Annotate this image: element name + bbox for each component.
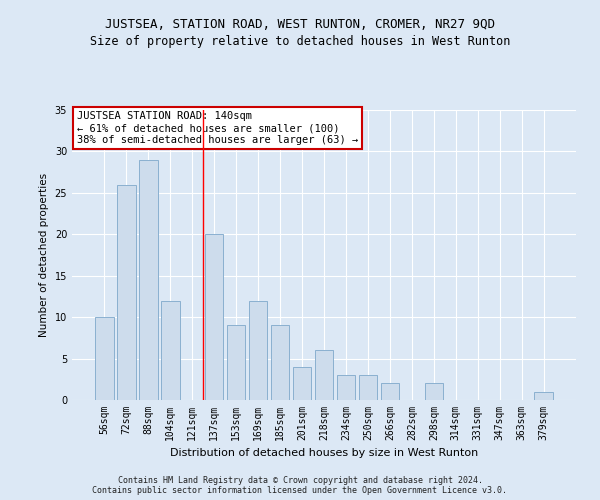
Bar [425,384,443,400]
X-axis label: Distribution of detached houses by size in West Runton: Distribution of detached houses by size … [170,448,478,458]
Text: Contains HM Land Registry data © Crown copyright and database right 2024.
Contai: Contains HM Land Registry data © Crown c… [92,476,508,495]
Bar [117,184,136,400]
Text: JUSTSEA, STATION ROAD, WEST RUNTON, CROMER, NR27 9QD: JUSTSEA, STATION ROAD, WEST RUNTON, CROM… [105,18,495,30]
Y-axis label: Number of detached properties: Number of detached properties [39,173,49,337]
Bar [293,367,311,400]
Bar [337,375,355,400]
Bar [95,317,113,400]
Bar [314,350,334,400]
Bar [161,300,179,400]
Bar [205,234,223,400]
Bar [139,160,158,400]
Bar [359,375,377,400]
Bar [271,326,289,400]
Bar [535,392,553,400]
Text: Size of property relative to detached houses in West Runton: Size of property relative to detached ho… [90,35,510,48]
Bar [249,300,268,400]
Text: JUSTSEA STATION ROAD: 140sqm
← 61% of detached houses are smaller (100)
38% of s: JUSTSEA STATION ROAD: 140sqm ← 61% of de… [77,112,358,144]
Bar [380,384,399,400]
Bar [227,326,245,400]
